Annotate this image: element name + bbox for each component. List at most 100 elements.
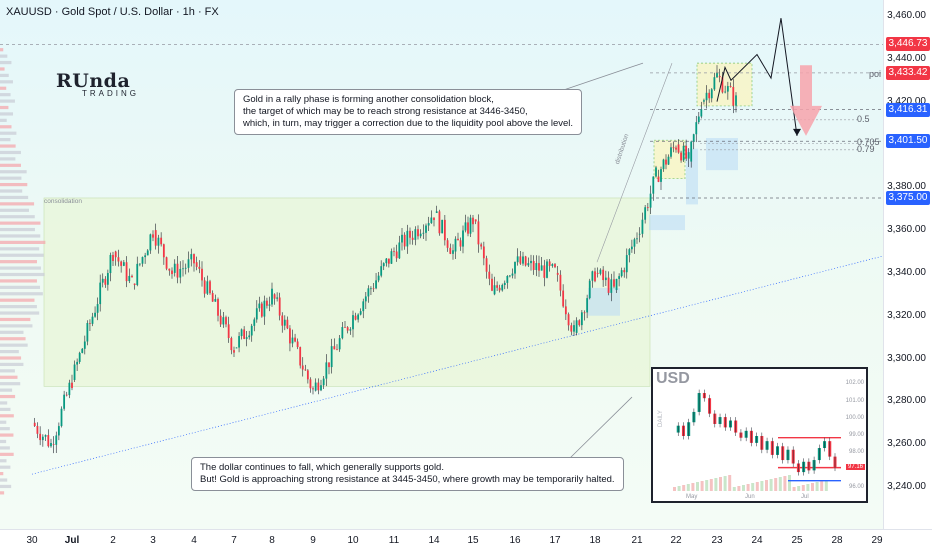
price-tick-label: 3,320.00 (887, 309, 926, 321)
candle-body (441, 219, 444, 234)
time-tick-label: 22 (670, 535, 682, 546)
candle-body (73, 364, 76, 380)
candle-body (227, 324, 230, 339)
usd-volume-bar (815, 482, 819, 491)
volume-profile-bar (0, 157, 16, 161)
ascending-trendline (31, 255, 885, 475)
candle-body (677, 144, 680, 153)
volume-profile-bar (0, 170, 27, 174)
candle-body (467, 222, 469, 234)
candle-body (522, 256, 524, 264)
candle-body (33, 422, 36, 427)
volume-profile-bar (0, 292, 43, 296)
volume-profile-bar (0, 279, 37, 283)
volume-profile-bar (0, 60, 12, 65)
candle-body (615, 278, 618, 291)
logo-main-text: RUnda (56, 70, 131, 92)
volume-profile-bar (0, 118, 7, 122)
usd-tick-label: 102.00 (845, 380, 864, 387)
candle-body (222, 317, 225, 325)
candle-body (195, 262, 198, 267)
candle-body (168, 268, 171, 271)
volume-profile-bar (0, 227, 35, 232)
candle-body (112, 254, 114, 261)
volume-profile-bar (0, 240, 46, 244)
candle-body (417, 229, 419, 237)
candle-body (271, 288, 273, 305)
candle-body (380, 266, 383, 276)
price-axis[interactable]: 3,460.003,440.003,420.003,400.003,380.00… (883, 0, 932, 530)
candle-body (452, 250, 454, 254)
time-axis[interactable]: 30 Jul 2 3 4 7 8 9 10 11 14 15 16 17 18 21 22 23 24 25 28 29 (0, 529, 932, 550)
candle-body (179, 268, 182, 278)
candle-body (705, 92, 708, 101)
candle-body (349, 329, 352, 331)
candle-body (328, 362, 330, 368)
candle-body (496, 285, 499, 288)
candle-body (562, 290, 565, 307)
volume-profile-bar (0, 337, 26, 341)
volume-profile-bar (0, 285, 41, 289)
usd-volume-bar (801, 485, 805, 491)
usd-volume-bar (700, 481, 704, 491)
candle-body (76, 361, 79, 365)
candle-body (551, 264, 554, 266)
time-tick-label: 28 (831, 535, 843, 546)
candle-body (260, 303, 263, 317)
usd-volume-bar (824, 480, 828, 491)
time-tick-label: 15 (467, 535, 479, 546)
candle-body (248, 335, 251, 338)
volume-profile-bar (0, 459, 7, 463)
candle-body (430, 217, 433, 224)
candle-body (636, 238, 638, 240)
candle-body (633, 239, 636, 247)
candle-body (567, 314, 570, 326)
candle-body (591, 271, 594, 281)
time-tick-label: 10 (347, 535, 359, 546)
candle-body (341, 327, 344, 339)
analysis-note-top[interactable]: Gold in a rally phase is forming another… (234, 89, 583, 135)
candle-body (106, 273, 109, 285)
candle-body (514, 262, 516, 274)
candle-body (667, 156, 670, 165)
usd-volume-bar (723, 476, 727, 491)
usd-volume-bar (728, 475, 732, 491)
usd-inset-chart: USD DAILY 102.00 101.00 100.00 99.00 98.00 97… (651, 367, 868, 503)
usd-volume-bar (765, 480, 768, 491)
time-tick-label: 18 (589, 535, 601, 546)
candle-body (580, 312, 583, 326)
volume-profile-bar (0, 195, 29, 200)
volume-profile-bar (0, 446, 10, 450)
candle-body (446, 240, 449, 248)
time-tick-label: 16 (509, 535, 521, 546)
volume-profile-bar (0, 189, 23, 193)
candle-body (464, 222, 467, 231)
candle-body (235, 347, 238, 349)
candle-body (675, 147, 677, 150)
candle-body (50, 443, 52, 447)
time-tick-label: 29 (871, 535, 883, 546)
candle-body (524, 256, 527, 266)
consolidation-zone (43, 197, 651, 387)
analysis-note-bottom[interactable]: The dollar continues to fall, which gene… (191, 457, 624, 491)
distribution-channel (596, 62, 673, 263)
price-tick-label: 3,460.00 (887, 10, 926, 21)
volume-profile-bar (0, 80, 13, 84)
candle-body (55, 435, 58, 445)
fib-label-0-79: 0.79 (857, 143, 875, 154)
candle-body (599, 269, 602, 274)
candle-body (57, 426, 60, 436)
volume-profile-bar (0, 401, 8, 405)
volume-profile-bar (0, 465, 11, 469)
time-tick-label: 21 (631, 535, 643, 546)
volume-profile-bar (0, 433, 14, 437)
candle-body (291, 337, 294, 344)
candle-body (546, 261, 548, 278)
candle-body (367, 288, 370, 297)
candle-body (482, 246, 485, 259)
price-tag: 3,416.31 (886, 102, 930, 117)
candle-body (294, 337, 296, 342)
candle-body (646, 207, 649, 209)
candle-body (243, 329, 246, 339)
